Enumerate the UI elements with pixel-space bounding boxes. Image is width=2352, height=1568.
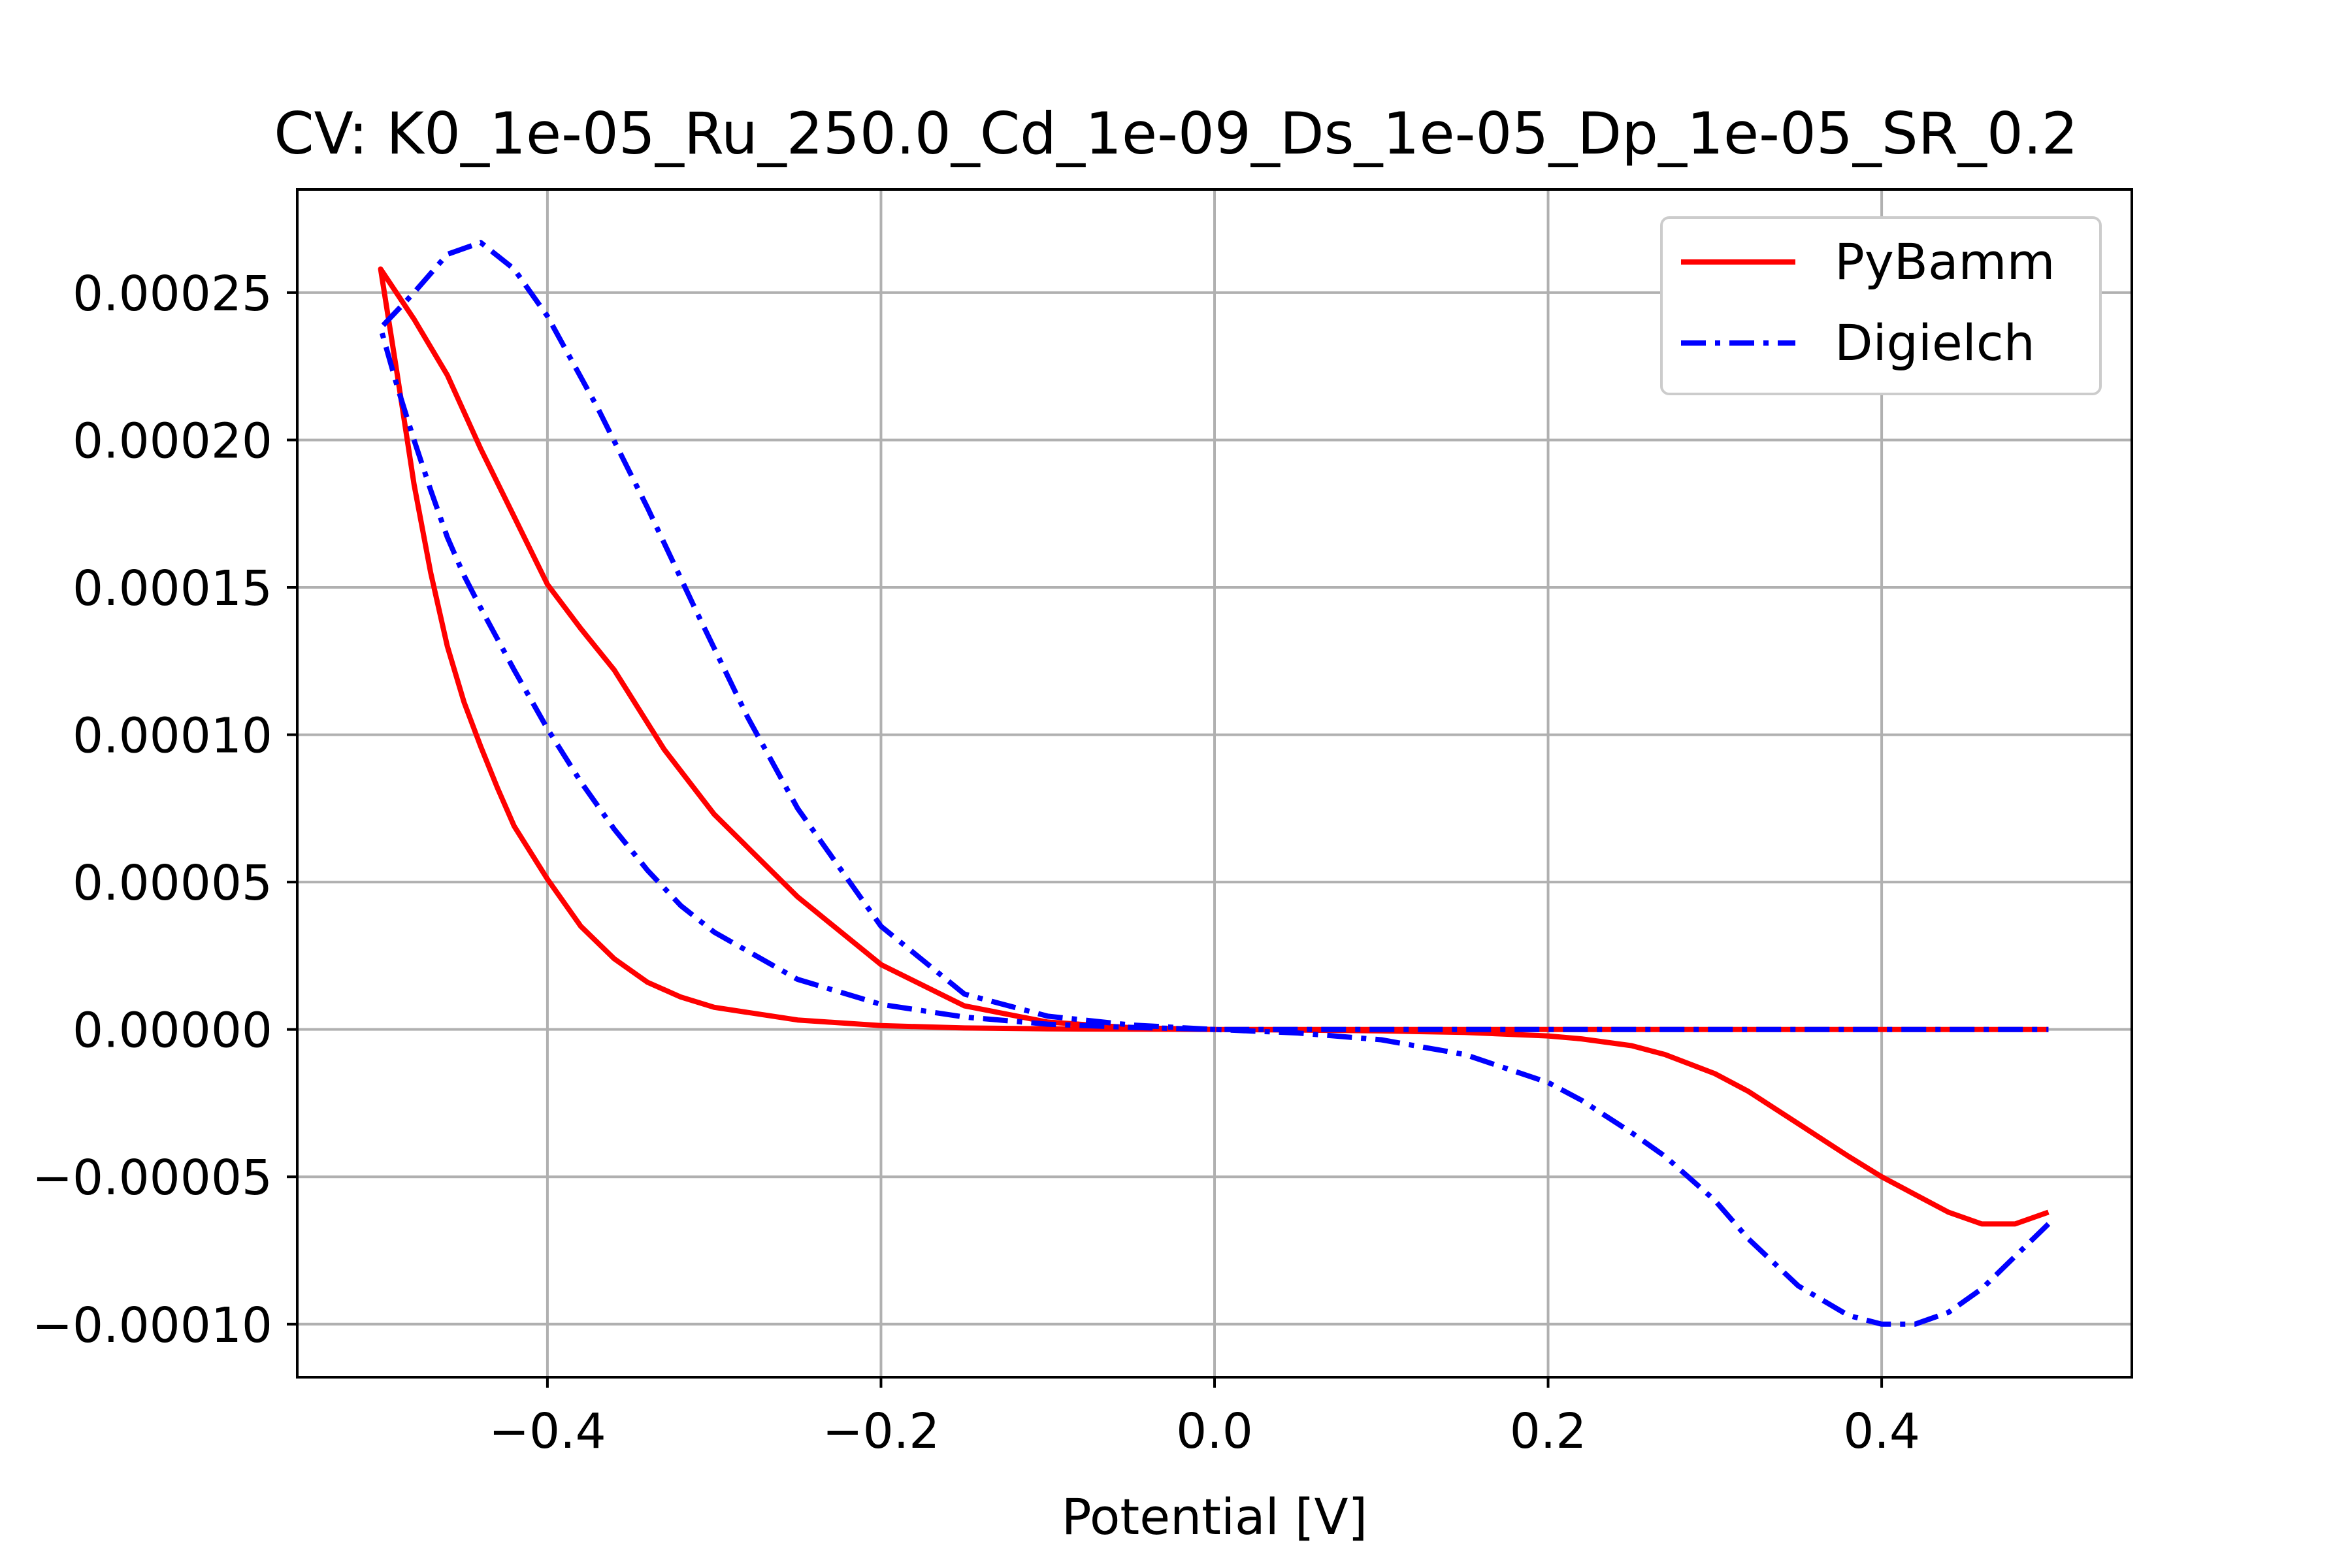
y-tick-label: −0.00005	[32, 1150, 272, 1206]
series-layer	[378, 240, 2051, 1327]
y-tick-label: 0.00000	[73, 1003, 272, 1059]
x-tick-label: 0.0	[1176, 1403, 1253, 1460]
y-tick-label: −0.00010	[32, 1298, 272, 1354]
y-tick-label: 0.00020	[73, 413, 272, 469]
y-tick-label: 0.00025	[73, 266, 272, 322]
y-tick-label: 0.00005	[73, 855, 272, 911]
grid-lines	[297, 189, 2132, 1377]
legend-label-pybamm: PyBamm	[1835, 233, 2055, 291]
x-tick-label: 0.2	[1510, 1403, 1587, 1460]
legend: PyBamm Digielch	[1660, 216, 2102, 395]
x-tick-label: −0.2	[823, 1403, 940, 1460]
x-tick-label: 0.4	[1843, 1403, 1920, 1460]
y-tick-label: 0.00010	[73, 708, 272, 764]
series-line-pybamm	[378, 266, 2050, 1227]
series-line-digielch	[378, 240, 2051, 1327]
y-tick-label: 0.00015	[73, 561, 272, 617]
x-axis-label: Potential [V]	[1062, 1488, 1367, 1546]
chart-title: CV: K0_1e-05_Ru_250.0_Cd_1e-09_Ds_1e-05_…	[274, 100, 2078, 167]
x-tick-label: −0.4	[489, 1403, 606, 1460]
legend-label-digielch: Digielch	[1835, 314, 2035, 372]
axis-ticks: −0.4 −0.2 0.0 0.2 0.4 −0.00010 −0.00005 0.00000…	[32, 266, 1920, 1460]
